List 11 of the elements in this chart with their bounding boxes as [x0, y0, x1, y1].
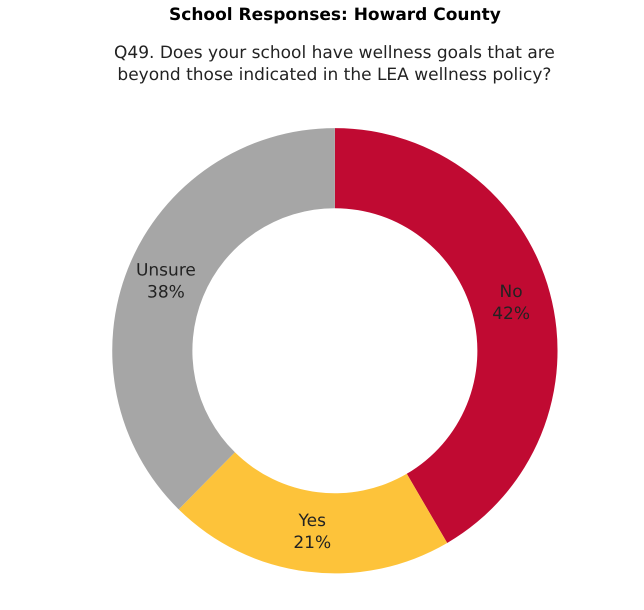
- data-label: 21%: [293, 532, 332, 553]
- slice-label: Yes: [297, 510, 326, 531]
- donut-slice: [334, 128, 558, 543]
- slice-label: No: [500, 282, 523, 302]
- chart-title: School Responses: Howard County: [169, 5, 501, 25]
- donut-slice: [178, 452, 448, 574]
- donut-slice: [112, 128, 335, 510]
- data-label: 38%: [147, 282, 185, 303]
- data-label: 42%: [492, 304, 530, 324]
- chart-subtitle: Q49. Does your school have wellness goals that are beyond those indicated in the LEA wellness policy?: [114, 43, 555, 86]
- slice-label: Unsure: [136, 260, 196, 280]
